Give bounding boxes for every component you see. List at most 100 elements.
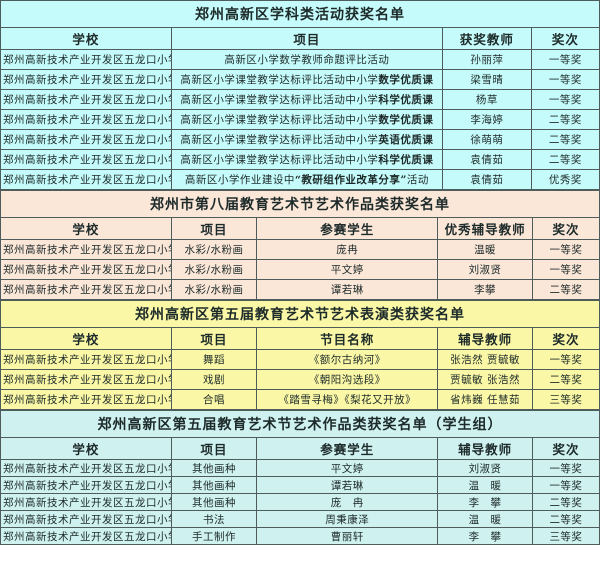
column-header-1: 项目 bbox=[170, 217, 258, 240]
cell-s1-r0-c2: 庞冉 bbox=[256, 239, 439, 260]
column-header-2: 节目名称 bbox=[256, 327, 439, 350]
cell-s2-r1-c1: 戏剧 bbox=[170, 369, 258, 390]
cell-s0-r6-c2: 袁倩茹 bbox=[442, 169, 532, 190]
cell-s0-r2-c3: 一等奖 bbox=[530, 89, 600, 110]
section-title-row: 郑州高新区第五届教育艺术节艺术作品类获奖名单（学生组） bbox=[0, 410, 600, 438]
table-row: 郑州高新技术产业开发区五龙口小学 其他画种庞 冉李 攀二等奖 bbox=[0, 493, 600, 511]
bold-text-segment: 数学优质课 bbox=[378, 114, 434, 126]
cell-s2-r0-c2: 《额尔古纳河》 bbox=[256, 349, 439, 370]
cell-s0-r2-c1: 高新区小学课堂教学达标评比活动中小学科学优质课 bbox=[170, 89, 444, 110]
cell-s3-r4-c3: 李 攀 bbox=[437, 527, 533, 545]
bold-text-segment: 科学优质课 bbox=[378, 154, 434, 166]
bold-text-segment: 数学优质课 bbox=[378, 74, 434, 86]
table-row: 郑州高新技术产业开发区五龙口小学 水彩/水粉画 庞冉 温暖 一等奖 bbox=[0, 239, 600, 260]
cell-s0-r4-c0: 郑州高新技术产业开发区五龙口小学 bbox=[0, 129, 172, 150]
cell-s0-r3-c1: 高新区小学课堂教学达标评比活动中小学数学优质课 bbox=[170, 109, 444, 130]
cell-s1-r1-c4: 一等奖 bbox=[531, 259, 600, 280]
table-row: 郑州高新技术产业开发区五龙口小学 高新区小学课堂教学达标评比活动中小学科学优质课袁… bbox=[0, 149, 600, 170]
column-header-4: 奖次 bbox=[531, 327, 600, 350]
cell-s3-r1-c4: 一等奖 bbox=[531, 476, 600, 494]
table-row: 郑州高新技术产业开发区五龙口小学 其他画种 平文婷 刘淑贤 一等奖 bbox=[0, 459, 600, 477]
text-segment: 高新区小学课堂教学达标评比活动中小学 bbox=[180, 94, 379, 106]
cell-s0-r0-c2: 孙丽萍 bbox=[442, 49, 532, 70]
section-title: 郑州市第八届教育艺术节艺术作品类获奖名单 bbox=[0, 190, 600, 218]
column-header-2: 参赛学生 bbox=[256, 437, 439, 460]
column-header-1: 项目 bbox=[170, 27, 444, 50]
table-row: 郑州高新技术产业开发区五龙口小学 手工制作 曹丽轩李 攀三等奖 bbox=[0, 527, 600, 545]
cell-s0-r6-c3: 优秀奖 bbox=[530, 169, 600, 190]
column-header-2: 获奖教师 bbox=[442, 27, 532, 50]
sections-container: 郑州高新区学科类活动获奖名单 学校 项目 获奖教师 奖次 郑州高新技术产业开发区五龙口小学… bbox=[0, 0, 600, 545]
cell-s3-r2-c1: 其他画种 bbox=[170, 493, 258, 511]
section-title: 郑州高新区学科类活动获奖名单 bbox=[0, 0, 600, 28]
section-table-2: 郑州高新区第五届教育艺术节艺术表演类获奖名单 学校 项目 节目名称 辅导教师 奖次 郑州高新… bbox=[0, 300, 600, 410]
table-row: 郑州高新技术产业开发区五龙口小学 戏剧 《朝阳沟选段》 贾毓敏 张浩然 二等奖 bbox=[0, 369, 600, 390]
cell-s3-r2-c2: 庞 冉 bbox=[256, 493, 439, 511]
table-row: 郑州高新技术产业开发区五龙口小学 其他画种 谭若琳温 暖一等奖 bbox=[0, 476, 600, 494]
cell-s1-r1-c1: 水彩/水粉画 bbox=[170, 259, 258, 280]
cell-s2-r1-c2: 《朝阳沟选段》 bbox=[256, 369, 439, 390]
cell-s2-r0-c0: 郑州高新技术产业开发区五龙口小学 bbox=[0, 349, 172, 370]
cell-s3-r4-c2: 曹丽轩 bbox=[256, 527, 439, 545]
cell-s0-r6-c1: 高新区小学作业建设中“教研组作业改革分享”活动 bbox=[170, 169, 444, 190]
table-row: 郑州高新技术产业开发区五龙口小学 水彩/水粉画 平文婷 刘淑贤 一等奖 bbox=[0, 259, 600, 280]
header-row: 学校 项目 参赛学生 优秀辅导教师 奖次 bbox=[0, 217, 600, 240]
cell-s0-r4-c2: 徐萌萌 bbox=[442, 129, 532, 150]
bold-text-segment: 科学优质课 bbox=[378, 94, 434, 106]
cell-s1-r0-c0: 郑州高新技术产业开发区五龙口小学 bbox=[0, 239, 172, 260]
cell-s1-r0-c4: 一等奖 bbox=[531, 239, 600, 260]
cell-s1-r1-c0: 郑州高新技术产业开发区五龙口小学 bbox=[0, 259, 172, 280]
section-table-1: 郑州市第八届教育艺术节艺术作品类获奖名单 学校 项目 参赛学生 优秀辅导教师 奖次 郑州高新… bbox=[0, 190, 600, 300]
cell-s0-r3-c2: 李海婷 bbox=[442, 109, 532, 130]
bold-text-segment: “教研组作业改革分享” bbox=[294, 174, 407, 186]
cell-s3-r0-c2: 平文婷 bbox=[256, 459, 439, 477]
cell-s1-r2-c4: 二等奖 bbox=[531, 279, 600, 300]
cell-s0-r6-c0: 郑州高新技术产业开发区五龙口小学 bbox=[0, 169, 172, 190]
text-segment: 高新区小学课堂教学达标评比活动中小学 bbox=[180, 74, 379, 86]
table-row: 郑州高新技术产业开发区五龙口小学 舞蹈 《额尔古纳河》 张浩然 贾毓敏 一等奖 bbox=[0, 349, 600, 370]
column-header-3: 优秀辅导教师 bbox=[437, 217, 533, 240]
text-segment: 高新区小学课堂教学达标评比活动中小学 bbox=[180, 134, 379, 146]
cell-s3-r0-c4: 一等奖 bbox=[531, 459, 600, 477]
table-row: 郑州高新技术产业开发区五龙口小学 书法 周秉康泽温 暖二等奖 bbox=[0, 510, 600, 528]
cell-s3-r3-c2: 周秉康泽 bbox=[256, 510, 439, 528]
cell-s1-r2-c0: 郑州高新技术产业开发区五龙口小学 bbox=[0, 279, 172, 300]
cell-s0-r5-c3: 二等奖 bbox=[530, 149, 600, 170]
table-row: 郑州高新技术产业开发区五龙口小学 水彩/水粉画 谭若琳 李攀 二等奖 bbox=[0, 279, 600, 300]
cell-s3-r1-c0: 郑州高新技术产业开发区五龙口小学 bbox=[0, 476, 172, 494]
column-header-1: 项目 bbox=[170, 327, 258, 350]
cell-s3-r2-c4: 二等奖 bbox=[531, 493, 600, 511]
cell-s0-r1-c3: 一等奖 bbox=[530, 69, 600, 90]
cell-s2-r0-c4: 一等奖 bbox=[531, 349, 600, 370]
cell-s0-r2-c2: 杨草 bbox=[442, 89, 532, 110]
section-table-3: 郑州高新区第五届教育艺术节艺术作品类获奖名单（学生组） 学校 项目 参赛学生 辅导教师奖… bbox=[0, 410, 600, 545]
section-table-0: 郑州高新区学科类活动获奖名单 学校 项目 获奖教师 奖次 郑州高新技术产业开发区五龙口小学… bbox=[0, 0, 600, 190]
cell-s3-r1-c1: 其他画种 bbox=[170, 476, 258, 494]
section-title-row: 郑州市第八届教育艺术节艺术作品类获奖名单 bbox=[0, 190, 600, 218]
cell-s3-r0-c0: 郑州高新技术产业开发区五龙口小学 bbox=[0, 459, 172, 477]
cell-s0-r4-c1: 高新区小学课堂教学达标评比活动中小学英语优质课 bbox=[170, 129, 444, 150]
cell-s3-r4-c1: 手工制作 bbox=[170, 527, 258, 545]
text-segment: 活动 bbox=[406, 174, 429, 186]
cell-s3-r2-c0: 郑州高新技术产业开发区五龙口小学 bbox=[0, 493, 172, 511]
cell-s0-r5-c0: 郑州高新技术产业开发区五龙口小学 bbox=[0, 149, 172, 170]
cell-s2-r2-c1: 合唱 bbox=[170, 389, 258, 410]
column-header-4: 奖次 bbox=[531, 217, 600, 240]
column-header-1: 项目 bbox=[170, 437, 258, 460]
cell-s2-r1-c0: 郑州高新技术产业开发区五龙口小学 bbox=[0, 369, 172, 390]
cell-s1-r2-c2: 谭若琳 bbox=[256, 279, 439, 300]
cell-s0-r0-c1: 高新区小学数学教师命题评比活动 bbox=[170, 49, 444, 70]
cell-s3-r1-c3: 温 暖 bbox=[437, 476, 533, 494]
text-segment: 高新区小学课堂教学达标评比活动中小学 bbox=[180, 114, 379, 126]
column-header-0: 学校 bbox=[0, 327, 172, 350]
cell-s2-r0-c1: 舞蹈 bbox=[170, 349, 258, 370]
cell-s0-r5-c2: 袁倩茹 bbox=[442, 149, 532, 170]
cell-s1-r1-c3: 刘淑贤 bbox=[437, 259, 533, 280]
column-header-3: 辅导教师 bbox=[437, 437, 533, 460]
cell-s2-r2-c4: 三等奖 bbox=[531, 389, 600, 410]
section-title-row: 郑州高新区第五届教育艺术节艺术表演类获奖名单 bbox=[0, 300, 600, 328]
cell-s3-r1-c2: 谭若琳 bbox=[256, 476, 439, 494]
cell-s2-r2-c0: 郑州高新技术产业开发区五龙口小学 bbox=[0, 389, 172, 410]
column-header-0: 学校 bbox=[0, 27, 172, 50]
cell-s0-r0-c3: 一等奖 bbox=[530, 49, 600, 70]
